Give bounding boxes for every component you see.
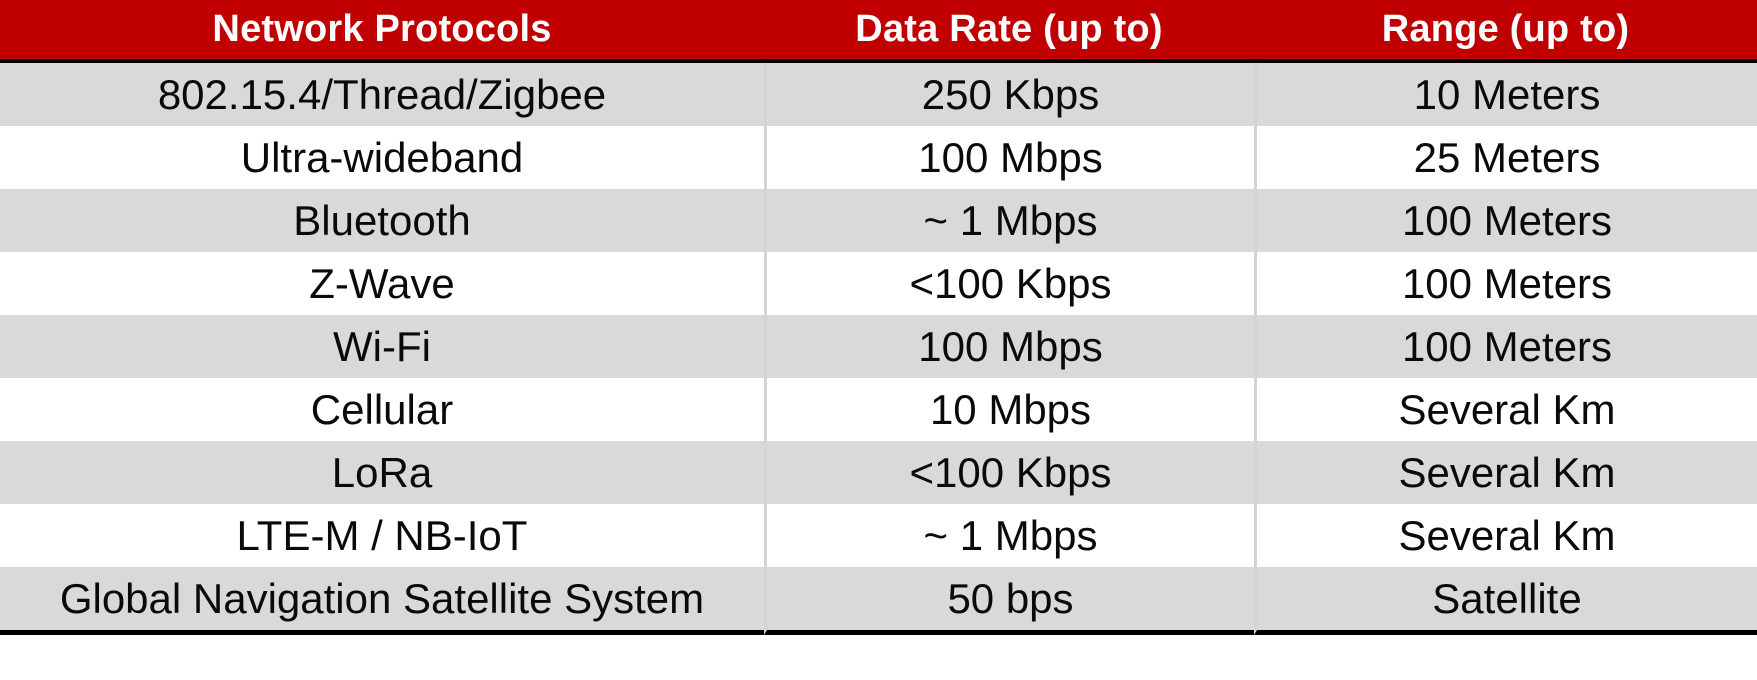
table-row: Z-Wave <100 Kbps 100 Meters [0,252,1757,315]
range-cell: Several Km [1254,504,1757,567]
protocols-column-header: Network Protocols [0,0,764,63]
table-row: LTE-M / NB-IoT ~ 1 Mbps Several Km [0,504,1757,567]
data-rate-cell: <100 Kbps [764,252,1254,315]
range-cell: 10 Meters [1254,63,1757,126]
protocol-cell: Wi-Fi [0,315,764,378]
table-row: Bluetooth ~ 1 Mbps 100 Meters [0,189,1757,252]
range-cell: 100 Meters [1254,315,1757,378]
data-rate-cell: 100 Mbps [764,315,1254,378]
protocol-cell: Cellular [0,378,764,441]
range-cell: 100 Meters [1254,252,1757,315]
range-cell: 100 Meters [1254,189,1757,252]
protocol-cell: Bluetooth [0,189,764,252]
data-rate-cell: ~ 1 Mbps [764,189,1254,252]
data-rate-cell: <100 Kbps [764,441,1254,504]
table-row: 802.15.4/Thread/Zigbee 250 Kbps 10 Meter… [0,63,1757,126]
table-row: Global Navigation Satellite System 50 bp… [0,567,1757,635]
protocol-cell: Global Navigation Satellite System [0,567,764,635]
data-rate-cell: 250 Kbps [764,63,1254,126]
table-header-row: Network Protocols Data Rate (up to) Rang… [0,0,1757,63]
table-row: Cellular 10 Mbps Several Km [0,378,1757,441]
protocol-cell: Ultra-wideband [0,126,764,189]
data-rate-cell: 100 Mbps [764,126,1254,189]
data-rate-cell: 50 bps [764,567,1254,635]
protocol-cell: LTE-M / NB-IoT [0,504,764,567]
range-cell: Several Km [1254,441,1757,504]
protocol-cell: 802.15.4/Thread/Zigbee [0,63,764,126]
data-rate-cell: 10 Mbps [764,378,1254,441]
table-row: Wi-Fi 100 Mbps 100 Meters [0,315,1757,378]
table-row: Ultra-wideband 100 Mbps 25 Meters [0,126,1757,189]
range-cell: Satellite [1254,567,1757,635]
protocol-cell: LoRa [0,441,764,504]
range-cell: Several Km [1254,378,1757,441]
data-rate-column-header: Data Rate (up to) [764,0,1254,63]
data-rate-cell: ~ 1 Mbps [764,504,1254,567]
table-row: LoRa <100 Kbps Several Km [0,441,1757,504]
network-protocols-table: Network Protocols Data Rate (up to) Rang… [0,0,1757,635]
protocol-cell: Z-Wave [0,252,764,315]
range-column-header: Range (up to) [1254,0,1757,63]
range-cell: 25 Meters [1254,126,1757,189]
